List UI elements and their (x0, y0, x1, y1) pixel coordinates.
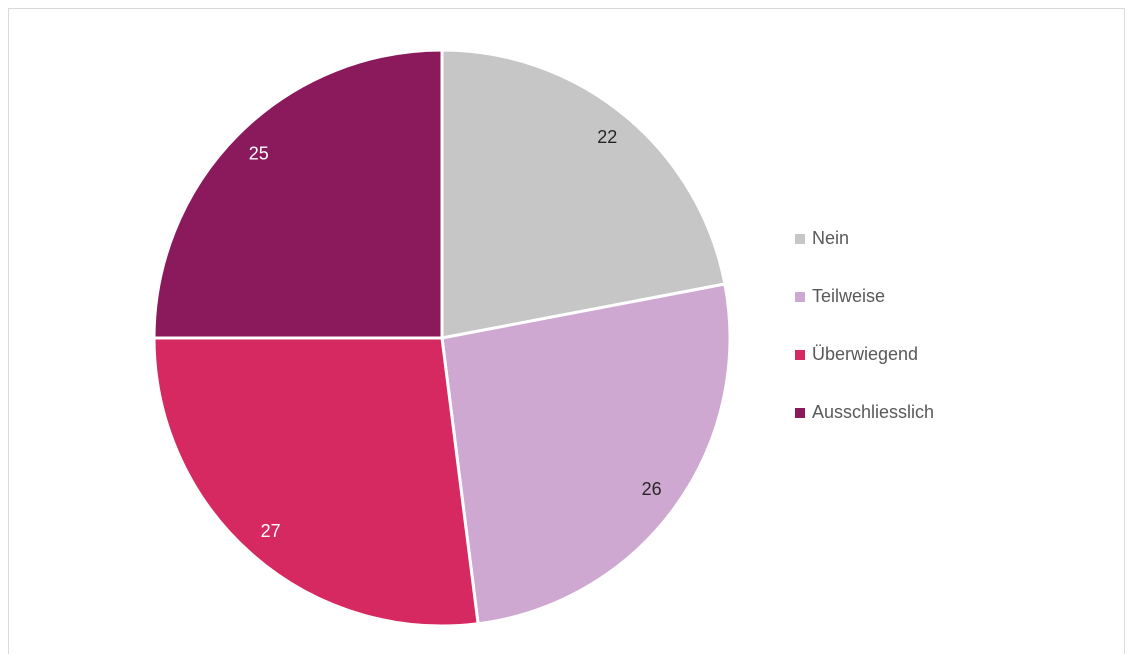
legend-swatch (795, 234, 805, 244)
legend-label: Nein (812, 228, 849, 248)
data-label: 27 (261, 521, 281, 541)
legend-swatch (795, 350, 805, 360)
legend-swatch (795, 292, 805, 302)
pie-slice (152, 336, 480, 628)
legend-label: Ausschliesslich (812, 402, 934, 422)
data-label: 26 (642, 479, 662, 499)
legend-label: Teilweise (812, 286, 885, 306)
pie-slice (440, 282, 732, 626)
pie-slice (152, 48, 444, 340)
legend-swatch (795, 408, 805, 418)
pie-slice (440, 48, 727, 340)
legend-label: Überwiegend (812, 344, 918, 364)
data-label: 25 (249, 143, 269, 163)
data-label: 22 (597, 127, 617, 147)
